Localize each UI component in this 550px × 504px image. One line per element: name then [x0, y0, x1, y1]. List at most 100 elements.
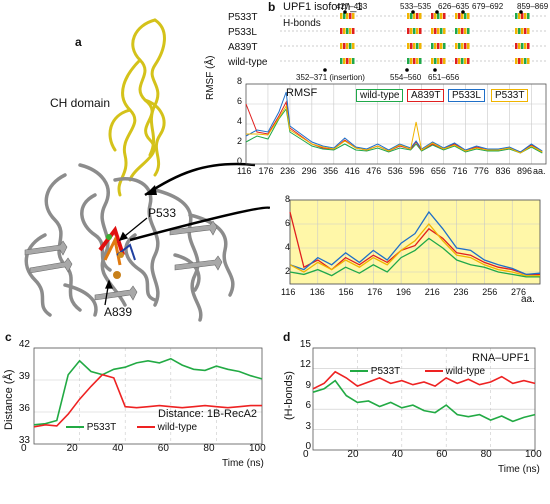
hbond-mark [419, 58, 422, 64]
x-tick-label: 656 [430, 166, 446, 176]
x-tick-label: 236 [280, 166, 296, 176]
y-tick-label: 36 [18, 403, 30, 414]
x-tick-label: 236 [453, 287, 469, 297]
rmsf-xunit: aa. [533, 166, 546, 176]
hbond-mark [413, 28, 416, 34]
y-tick-label: 3 [305, 420, 311, 432]
x-tick-label: 896 [517, 166, 533, 176]
beta-strands [24, 220, 223, 301]
y-tick-label: 4 [236, 116, 242, 126]
panel-c-letter: c [5, 330, 12, 344]
hbond-mark [440, 58, 443, 64]
hbond-mark [464, 58, 467, 64]
panel-a-letter: a [75, 35, 82, 49]
series-line-wild-type [289, 237, 540, 278]
series-line-p533t [289, 222, 540, 277]
hbond-mark [455, 13, 458, 19]
hbond-mark [352, 28, 355, 34]
hbond-annotation-dot [323, 68, 327, 72]
hbond-mark [518, 13, 521, 19]
hbond-mark [431, 43, 434, 49]
ch-domain-ribbon [108, 18, 166, 197]
hbond-row-label: A839T [228, 42, 258, 53]
x-tick-label: 136 [309, 287, 325, 297]
y-tick-label: 2 [236, 136, 242, 146]
distance-chart [33, 347, 263, 445]
hbond-mark [343, 43, 346, 49]
zoom-xticks: 116 136 156 176 196 216 236 256 276 [281, 287, 540, 299]
rmsf-ylabel: RMSF (Å) [205, 55, 216, 100]
plot-frame [245, 83, 547, 165]
p533-label: P533 [148, 206, 177, 220]
hbond-mark [440, 13, 443, 19]
hbond-mark [455, 58, 458, 64]
hbond-mark [416, 13, 419, 19]
legend-swatch-wild-type [136, 426, 155, 429]
orange-atom-2 [118, 252, 124, 258]
a839-label: A839 [104, 305, 133, 319]
hbond-mark [443, 58, 446, 64]
y-tick-label: 12 [299, 359, 311, 371]
hbond-mark [467, 28, 470, 34]
distance-annotation: Distance: 1B-RecA2 [158, 408, 258, 420]
x-tick-label: 416 [344, 166, 360, 176]
hbond-mark [524, 28, 527, 34]
legend-label-wild-type: wild-type [157, 422, 198, 433]
series-line-p533t [246, 104, 543, 154]
rmsf-chart [245, 83, 547, 165]
hbonds-annotation: RNA–UPF1 [472, 352, 530, 364]
hbond-mark [515, 58, 518, 64]
y-tick-label: 6 [305, 400, 311, 412]
hbond-mark [437, 43, 440, 49]
hbond-mark [518, 58, 521, 64]
hbond-mark [527, 13, 530, 19]
hbond-annotation-dot [433, 68, 437, 72]
hbond-mark [527, 58, 530, 64]
hbond-mark [431, 58, 434, 64]
hbonds-label: H-bonds [283, 18, 321, 29]
annotation-533-535: 533–535 [400, 2, 432, 11]
hbond-annotation-dot [519, 10, 523, 14]
hbond-mark [343, 13, 346, 19]
hbond-mark [461, 43, 464, 49]
annotation-859-869: 859–869 [517, 2, 549, 11]
orange-atom [113, 271, 121, 279]
hbond-mark [431, 28, 434, 34]
hbond-annotation-dot [405, 68, 409, 72]
hbond-mark [458, 43, 461, 49]
hbond-mark [461, 58, 464, 64]
series-line-wild-type [312, 370, 536, 390]
rmsf-xticks: 116 176 236 296 356 416 476 536 596 656 716 776 836 8… [237, 166, 536, 178]
hbond-mark [352, 58, 355, 64]
hbond-mark [340, 43, 343, 49]
hbond-mark [461, 28, 464, 34]
hbond-annotation-dot [343, 10, 347, 14]
y-tick-label: 6 [236, 96, 242, 106]
annotation-626-635: 626–635 [438, 2, 470, 11]
hbond-mark [467, 43, 470, 49]
x-tick-label: 296 [301, 166, 317, 176]
x-tick-label: 60 [157, 443, 169, 454]
hbond-mark [407, 13, 410, 19]
legend-swatch-p533t [350, 370, 368, 373]
helicase-core-ribbon [24, 163, 235, 322]
series-line-p533t [33, 357, 263, 426]
hbond-mark [440, 28, 443, 34]
x-tick-label: 20 [347, 449, 359, 460]
hbond-mark [440, 43, 443, 49]
hbond-mark [340, 13, 343, 19]
hbond-row-label: wild-type [228, 57, 268, 68]
hbond-mark [464, 43, 467, 49]
hbonds-ylabel: (H-bonds) [283, 371, 295, 420]
y-tick-label: 0 [305, 441, 311, 452]
y-tick-label: 15 [299, 339, 311, 350]
hbond-annotation-dot [435, 10, 439, 14]
x-tick-label: 116 [281, 287, 296, 297]
hbond-mark [346, 43, 349, 49]
hbond-mark [416, 43, 419, 49]
hbond-mark [352, 13, 355, 19]
protein-structure [24, 18, 270, 322]
hbond-mark [437, 58, 440, 64]
hbond-mark [527, 43, 530, 49]
hbond-mark [443, 43, 446, 49]
